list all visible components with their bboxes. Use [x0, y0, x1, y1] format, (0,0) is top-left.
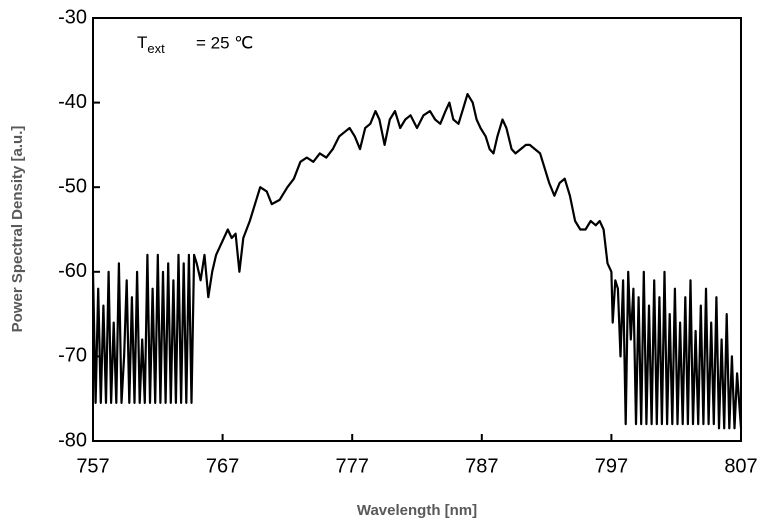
annotation: Text — [137, 33, 165, 56]
x-axis-label: Wavelength [nm] — [357, 502, 477, 519]
x-tick-label: 757 — [76, 455, 109, 477]
x-tick-label: 797 — [595, 455, 628, 477]
y-tick-label: -80 — [58, 429, 87, 451]
x-tick-label: 807 — [724, 455, 757, 477]
x-tick-label: 777 — [336, 455, 369, 477]
annotation-base: T — [137, 33, 147, 52]
x-tick-label: 767 — [206, 455, 239, 477]
annotation-text: = 25 ℃ — [196, 33, 253, 52]
plot-frame — [92, 17, 742, 442]
spectrum-line — [91, 93, 743, 430]
y-tick-label: -40 — [58, 91, 87, 113]
y-tick-label: -50 — [58, 175, 87, 197]
x-tick-label: 787 — [465, 455, 498, 477]
annotation-subscript: ext — [147, 41, 165, 56]
y-tick-label: -30 — [58, 6, 87, 28]
y-tick-label: -70 — [58, 345, 87, 367]
y-tick-label: -60 — [58, 260, 87, 282]
y-axis-label: Power Spectral Density [a.u.] — [9, 126, 26, 333]
